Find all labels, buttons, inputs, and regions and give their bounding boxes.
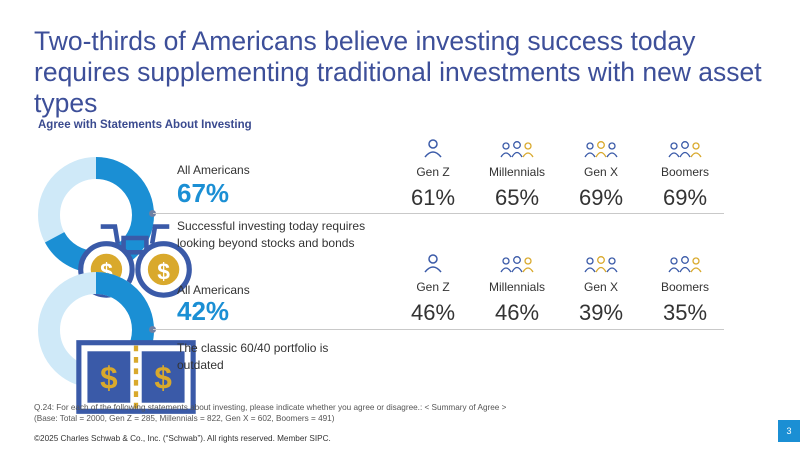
statement-text: The classic 60/40 portfolio is outdated bbox=[177, 341, 329, 372]
boomers-column: Boomers 35% bbox=[640, 253, 730, 326]
category-label: Gen Z bbox=[416, 165, 450, 179]
data-label: 69% bbox=[578, 185, 624, 210]
connector-dot bbox=[149, 210, 156, 217]
data-label: 46% bbox=[494, 300, 540, 325]
page-title: Two-thirds of Americans believe investin… bbox=[34, 26, 762, 118]
millennials-column: Millennials 65% bbox=[472, 138, 562, 211]
category-label: Gen X bbox=[583, 280, 619, 294]
data-label: 46% bbox=[410, 300, 456, 325]
split-portfolio-icon: $ $ bbox=[76, 340, 196, 414]
category-label: Millennials bbox=[488, 165, 546, 179]
boomers-column: Boomers 69% bbox=[640, 138, 730, 211]
group-icon bbox=[584, 141, 618, 158]
page-number: 3 bbox=[778, 420, 800, 442]
millennials-column: Millennials 46% bbox=[472, 253, 562, 326]
data-label: 65% bbox=[494, 185, 540, 210]
all-americans-value: 67% bbox=[177, 178, 230, 208]
chart-subtitle: Agree with Statements About Investing bbox=[38, 119, 252, 131]
gen-x-column: Gen X 39% bbox=[556, 253, 646, 326]
gen-z-column: Gen Z 46% bbox=[388, 253, 478, 326]
group-icon bbox=[668, 141, 702, 158]
category-label: Millennials bbox=[488, 280, 546, 294]
person-icon bbox=[424, 254, 442, 273]
group-icon bbox=[668, 256, 702, 273]
person-icon bbox=[424, 139, 442, 158]
donut-arc-all-americans bbox=[38, 272, 154, 388]
data-label: 39% bbox=[578, 300, 624, 325]
category-label: Gen Z bbox=[416, 280, 450, 294]
svg-text:$: $ bbox=[157, 258, 170, 284]
connector-dot bbox=[149, 326, 156, 333]
data-label: 35% bbox=[662, 300, 708, 325]
footnote: Q.24: For each of the following statemen… bbox=[34, 402, 754, 424]
question-note: Q.24: For each of the following statemen… bbox=[34, 403, 507, 412]
all-americans-label: All Americans bbox=[177, 163, 250, 177]
category-label: Boomers bbox=[660, 280, 710, 294]
base-note: (Base: Total = 2000, Gen Z = 285, Millen… bbox=[34, 414, 335, 423]
data-label: 61% bbox=[410, 185, 456, 210]
group-icon bbox=[500, 141, 534, 158]
group-icon bbox=[500, 256, 534, 273]
category-label: Boomers bbox=[660, 165, 710, 179]
gen-z-column: Gen Z 61% bbox=[388, 138, 478, 211]
svg-text:$: $ bbox=[154, 360, 172, 395]
all-americans-label: All Americans bbox=[177, 283, 250, 297]
row-divider bbox=[153, 329, 724, 330]
data-label: 69% bbox=[662, 185, 708, 210]
row-divider bbox=[153, 213, 724, 214]
all-americans-value: 42% bbox=[177, 296, 230, 326]
gen-x-column: Gen X 69% bbox=[556, 138, 646, 211]
copyright-text: ©2025 Charles Schwab & Co., Inc. (“Schwa… bbox=[34, 434, 331, 443]
svg-text:$: $ bbox=[100, 360, 118, 395]
group-icon bbox=[584, 256, 618, 273]
statement-text: Successful investing today requires look… bbox=[177, 219, 366, 250]
donut-chart-portfolio-outdated: $ $ bbox=[36, 270, 196, 414]
donut-chart-looking-beyond: $ $ bbox=[36, 155, 192, 298]
category-label: Gen X bbox=[583, 165, 619, 179]
